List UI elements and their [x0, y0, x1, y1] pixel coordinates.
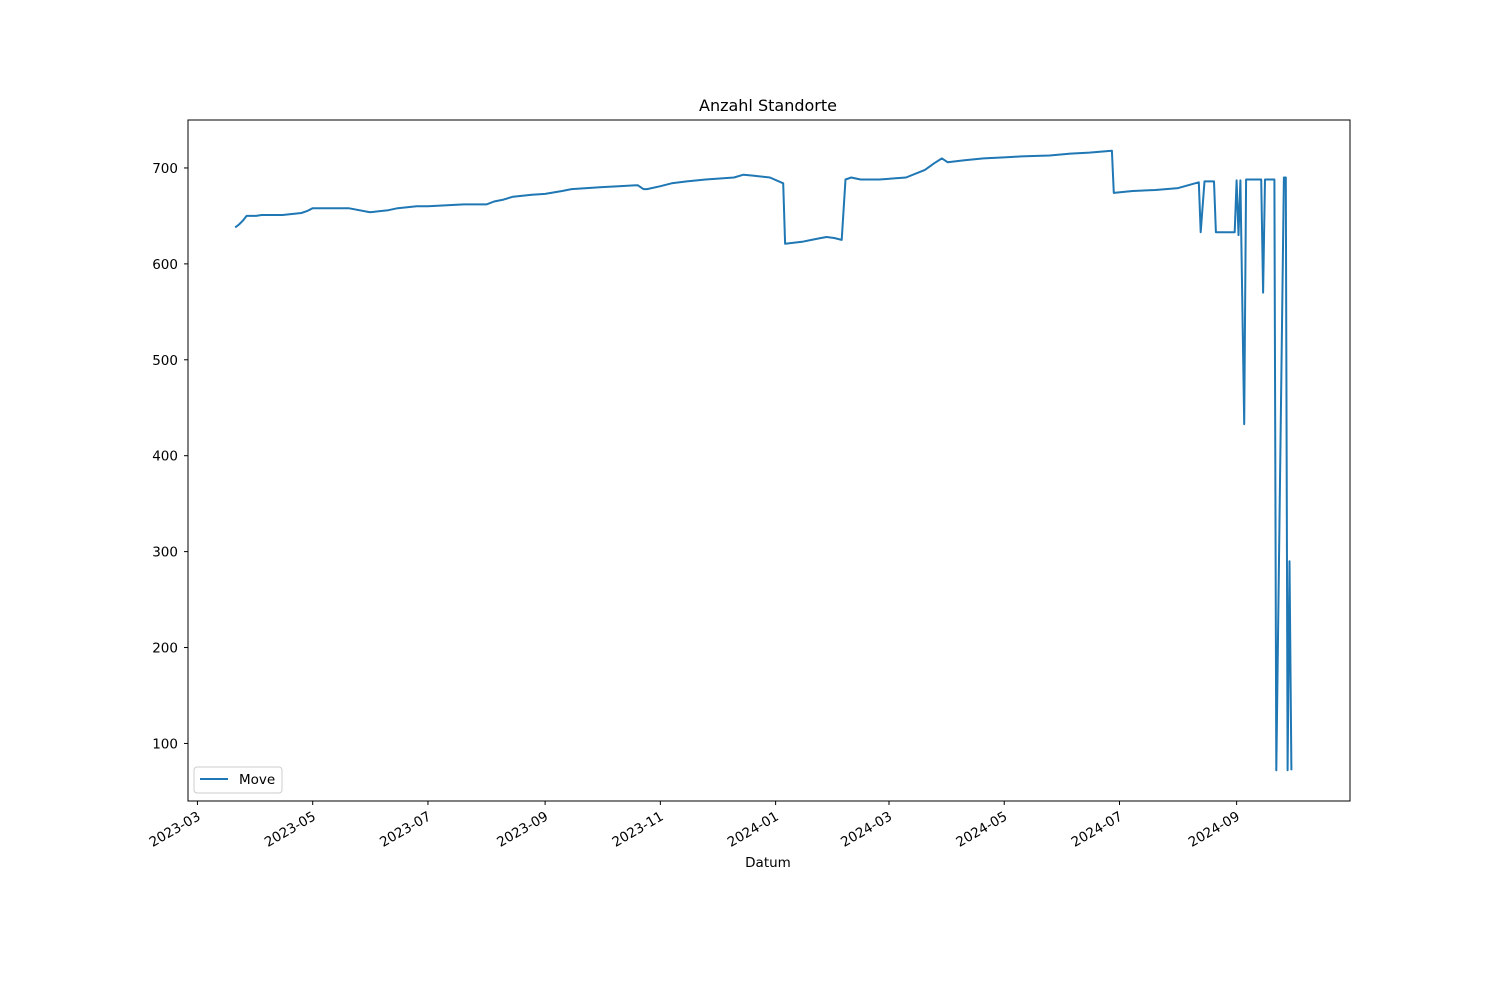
- y-tick-label: 600: [152, 257, 178, 273]
- legend-frame: [193, 766, 283, 794]
- legend-label-move: Move: [239, 772, 275, 788]
- y-tick-label: 200: [152, 641, 178, 657]
- y-axis: 100 200 300 400 500 600 700: [152, 161, 188, 752]
- y-tick-label: 400: [152, 449, 178, 465]
- y-tick-label: 300: [152, 545, 178, 561]
- chart-title: Anzahl Standorte: [699, 96, 837, 115]
- y-tick-label: 700: [152, 161, 178, 177]
- y-tick-label: 100: [152, 736, 178, 752]
- series-line-move: [234, 149, 1293, 772]
- plot-area: [234, 149, 1293, 772]
- plot-frame: [187, 119, 1351, 802]
- x-axis-label: Datum: [745, 855, 791, 871]
- y-tick-label: 500: [152, 353, 178, 369]
- legend: Move: [193, 766, 283, 794]
